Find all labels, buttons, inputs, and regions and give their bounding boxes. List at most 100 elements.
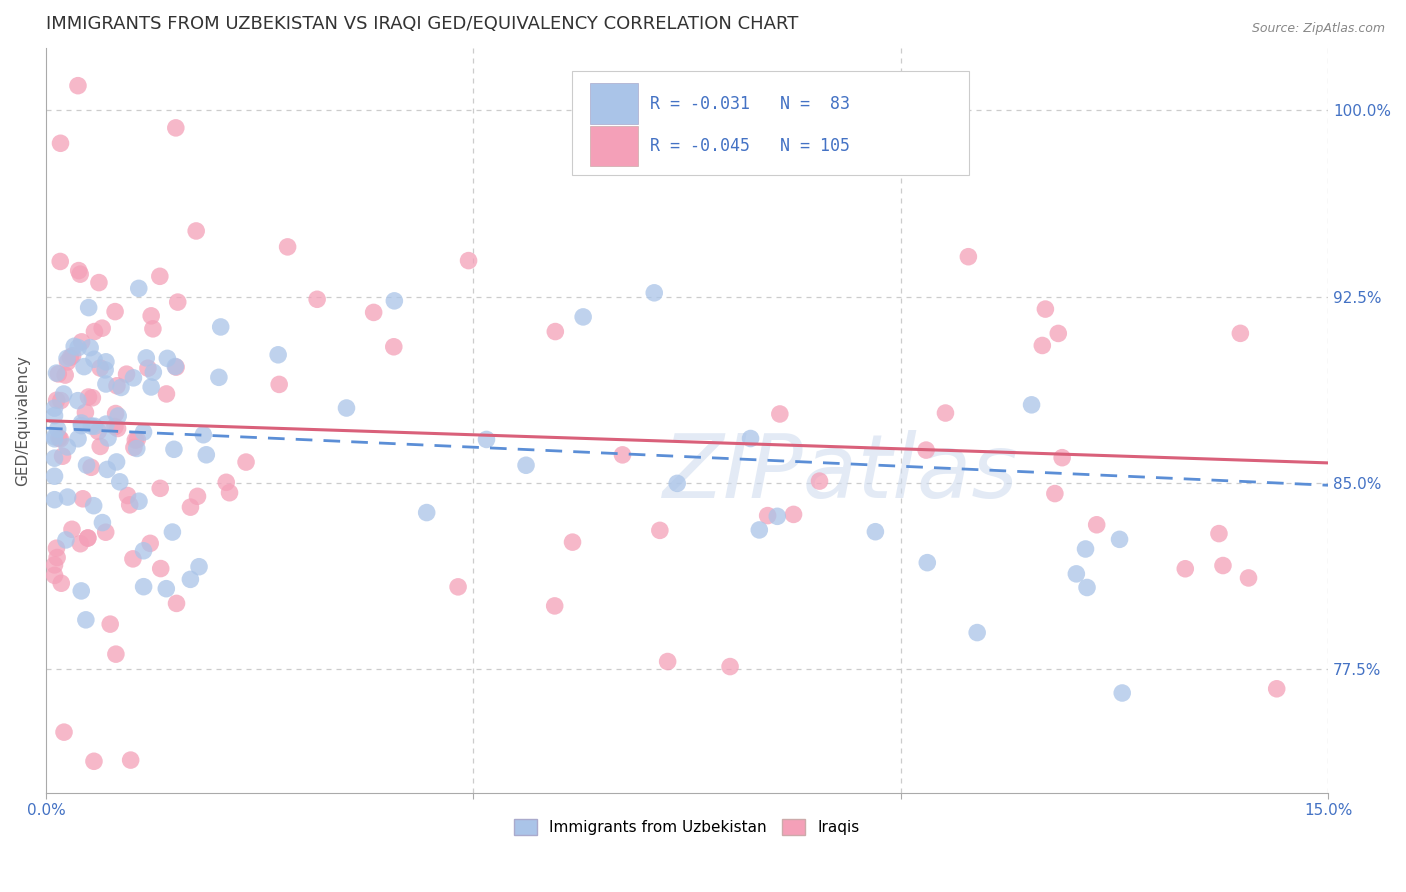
Point [149,481,172,495]
Text: R = -0.045   N = 105: R = -0.045 N = 105 [650,137,849,155]
Point [83,352,105,367]
Point [756,508,779,523]
Point [1021,398,1043,412]
Text: ZIPatlas: ZIPatlas [664,430,1019,516]
Point [70,418,93,433]
Point [75,405,97,419]
Point [66,78,89,93]
Point [49,432,72,446]
Point [125,442,148,456]
Point [917,556,939,570]
Point [1237,571,1260,585]
Point [128,494,150,508]
Point [70,583,93,598]
Point [45,393,67,408]
Point [83,419,105,434]
Point [218,485,240,500]
Point [1265,681,1288,696]
Point [127,433,149,447]
Point [179,500,201,515]
Point [70,334,93,349]
Point [45,366,67,380]
Point [155,387,177,401]
FancyBboxPatch shape [589,126,638,166]
Point [94,355,117,369]
Point [67,432,90,446]
Point [457,253,479,268]
Point [73,359,96,374]
Point [104,647,127,661]
Point [83,499,105,513]
Point [75,613,97,627]
Point [83,754,105,768]
Point [643,285,665,300]
Point [104,419,127,434]
Point [110,380,132,394]
Point [49,254,72,268]
Point [193,427,215,442]
Point [235,455,257,469]
Y-axis label: GED/Equivalency: GED/Equivalency [15,355,30,486]
Point [46,550,69,565]
Point [267,348,290,362]
Point [94,525,117,540]
Point [53,725,76,739]
Point [748,523,770,537]
Point [96,462,118,476]
Point [141,309,163,323]
Point [122,552,145,566]
Point [1031,338,1053,352]
Point [179,573,201,587]
Point [77,301,100,315]
Point [49,393,72,408]
Point [648,524,671,538]
Point [77,531,100,545]
Point [79,341,101,355]
Point [382,293,405,308]
Point [51,449,73,463]
Point [612,448,634,462]
Point [118,498,141,512]
Point [188,559,211,574]
Point [156,351,179,366]
Point [52,387,75,401]
Point [91,321,114,335]
Point [104,304,127,318]
Point [60,522,83,536]
Point [44,432,66,446]
Point [166,596,188,610]
Point [82,391,104,405]
Point [208,370,231,384]
Point [107,421,129,435]
Point [98,617,121,632]
Point [149,269,172,284]
Point [966,625,988,640]
Point [63,339,86,353]
Point [105,378,128,392]
Point [80,419,103,434]
Point [165,360,187,375]
Point [382,340,405,354]
Point [165,120,187,135]
Point [77,390,100,404]
Point [1229,326,1251,341]
Point [124,433,146,447]
Point [117,489,139,503]
Point [572,310,595,324]
Point [1108,533,1130,547]
Point [1050,450,1073,465]
Point [105,455,128,469]
Point [718,659,741,673]
Point [666,476,689,491]
Point [363,305,385,319]
Point [1066,566,1088,581]
Point [89,439,111,453]
Text: R = -0.031   N =  83: R = -0.031 N = 83 [650,95,849,112]
Text: IMMIGRANTS FROM UZBEKISTAN VS IRAQI GED/EQUIVALENCY CORRELATION CHART: IMMIGRANTS FROM UZBEKISTAN VS IRAQI GED/… [46,15,799,33]
Point [1035,302,1057,317]
Point [141,380,163,394]
Point [80,460,103,475]
Point [122,371,145,385]
Point [139,536,162,550]
Point [1111,686,1133,700]
